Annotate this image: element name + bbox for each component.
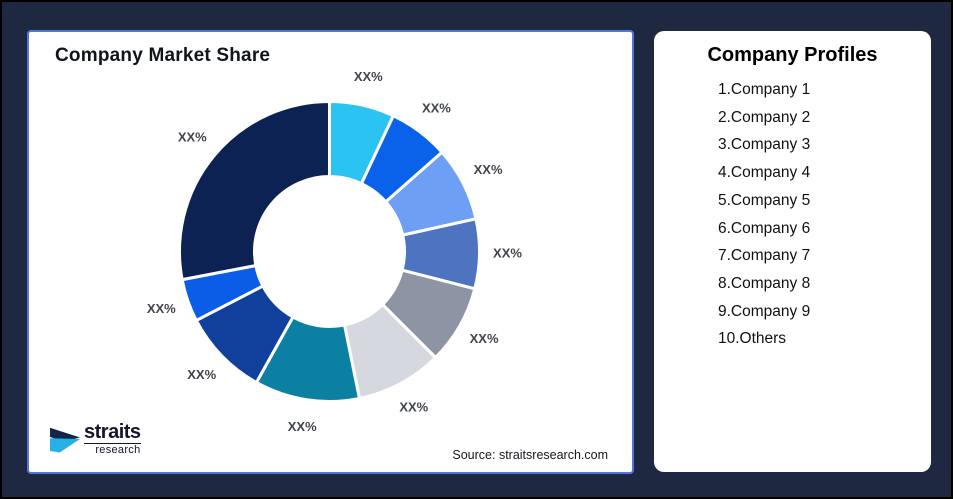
profile-list-item: 2.Company 2 xyxy=(718,108,811,126)
profile-list-item: 10.Others xyxy=(718,330,787,348)
segment-label-1: XX% xyxy=(354,69,383,84)
segment-label-6: XX% xyxy=(399,400,428,415)
segment-label-9: XX% xyxy=(147,301,176,316)
donut-segment-6 xyxy=(342,303,438,400)
straits-research-logo-icon xyxy=(50,427,80,453)
chart-title: Company Market Share xyxy=(55,45,271,66)
brand-name: straits xyxy=(84,421,141,444)
donut-segment-10 xyxy=(178,100,331,282)
market-share-card: XX% XX% XX% XX% XX% XX% XX% XX% XX% XX% Company M… xyxy=(27,30,634,474)
segment-label-5: XX% xyxy=(470,331,499,346)
profile-list-item: 4.Company 4 xyxy=(718,164,811,182)
profiles-title: Company Profiles xyxy=(707,44,878,66)
profile-list-item: 6.Company 6 xyxy=(718,219,811,237)
donut-segment-8 xyxy=(194,284,295,384)
brand-logo-text: straits research xyxy=(84,422,141,456)
segment-label-8: XX% xyxy=(187,367,216,382)
donut-chart: XX% XX% XX% XX% XX% XX% XX% XX% XX% XX% xyxy=(147,69,523,434)
segment-label-4: XX% xyxy=(493,246,522,261)
donut-segment-3 xyxy=(384,150,478,237)
donut-segment-2 xyxy=(359,114,444,204)
segment-label-7: XX% xyxy=(288,419,317,434)
company-profiles-card: Company Profiles 1.Company 1 2.Company 2 3… xyxy=(654,31,931,472)
profile-list-item: 1.Company 1 xyxy=(718,81,811,98)
profile-list-item: 9.Company 9 xyxy=(718,302,811,320)
profile-list-item: 8.Company 8 xyxy=(718,274,811,292)
profile-list-item: 7.Company 7 xyxy=(718,247,811,265)
donut-segment-7 xyxy=(254,315,361,403)
brand-subname: research xyxy=(95,444,141,456)
donut-segment-1 xyxy=(328,100,395,186)
segment-label-2: XX% xyxy=(422,101,451,116)
company-profiles-list: 1.Company 1 2.Company 2 3.Company 3 4.Compa… xyxy=(654,76,931,353)
profile-list-item: 5.Company 5 xyxy=(718,191,811,209)
donut-segment-5 xyxy=(381,268,477,360)
profile-list-item: 3.Company 3 xyxy=(718,136,811,154)
donut-segment-9 xyxy=(180,264,265,322)
donut-segment-4 xyxy=(400,217,481,291)
source-attribution: Source: straitsresearch.com xyxy=(452,448,608,462)
segment-label-3: XX% xyxy=(474,162,503,177)
segment-label-10: XX% xyxy=(178,129,207,144)
brand-logo: straits research xyxy=(50,422,141,457)
